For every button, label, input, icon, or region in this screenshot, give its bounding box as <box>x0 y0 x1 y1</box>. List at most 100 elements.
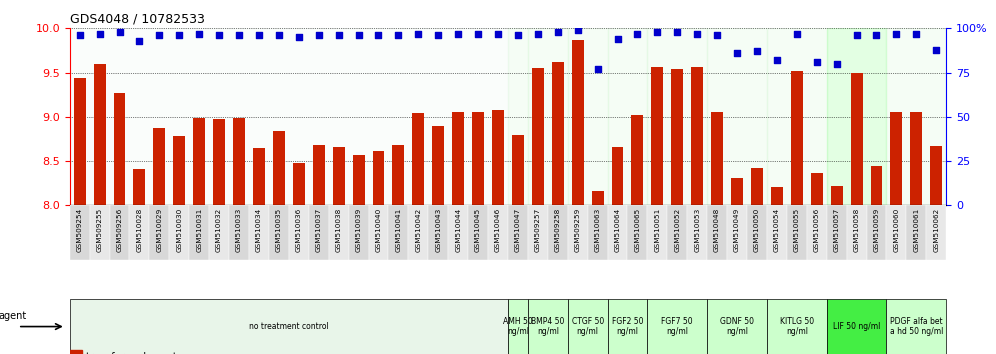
FancyBboxPatch shape <box>369 205 388 260</box>
Point <box>610 36 625 42</box>
FancyBboxPatch shape <box>926 205 946 260</box>
Text: no treatment control: no treatment control <box>249 322 329 331</box>
FancyBboxPatch shape <box>90 205 110 260</box>
Bar <box>707 28 767 205</box>
Text: KITLG 50
ng/ml: KITLG 50 ng/ml <box>780 317 814 336</box>
Bar <box>608 28 647 205</box>
Text: GSM510030: GSM510030 <box>176 208 182 252</box>
Point <box>550 29 566 35</box>
FancyBboxPatch shape <box>667 205 687 260</box>
Bar <box>711 112 723 354</box>
Point <box>709 33 725 38</box>
Bar <box>568 28 608 205</box>
FancyBboxPatch shape <box>408 205 428 260</box>
Text: CTGF 50
ng/ml: CTGF 50 ng/ml <box>572 317 604 336</box>
Point <box>928 47 944 52</box>
Bar <box>671 69 683 354</box>
Bar <box>890 112 902 354</box>
Bar <box>452 112 464 354</box>
Text: GSM510055: GSM510055 <box>794 208 800 252</box>
Bar <box>691 67 703 354</box>
Text: GSM510062: GSM510062 <box>933 208 939 252</box>
Bar <box>871 166 882 354</box>
FancyBboxPatch shape <box>886 205 906 260</box>
Point <box>908 31 924 36</box>
Point <box>171 33 187 38</box>
FancyBboxPatch shape <box>388 205 408 260</box>
Bar <box>253 148 265 354</box>
Bar <box>193 118 205 354</box>
Text: GSM510042: GSM510042 <box>415 208 421 252</box>
Bar <box>70 350 82 354</box>
Point <box>530 31 546 36</box>
Bar <box>233 118 245 354</box>
Text: GSM509254: GSM509254 <box>77 208 83 252</box>
Text: GSM510035: GSM510035 <box>276 208 282 252</box>
Point <box>92 31 108 36</box>
FancyBboxPatch shape <box>647 205 667 260</box>
FancyBboxPatch shape <box>767 299 827 354</box>
FancyBboxPatch shape <box>189 205 209 260</box>
FancyBboxPatch shape <box>707 205 727 260</box>
Text: GSM510053: GSM510053 <box>694 208 700 252</box>
Text: GDS4048 / 10782533: GDS4048 / 10782533 <box>70 13 204 26</box>
Text: GSM510045: GSM510045 <box>475 208 481 252</box>
Bar <box>592 191 604 354</box>
Point <box>112 29 127 35</box>
Text: GSM510056: GSM510056 <box>814 208 820 252</box>
FancyBboxPatch shape <box>528 299 568 354</box>
FancyBboxPatch shape <box>687 205 707 260</box>
Bar <box>751 168 763 354</box>
Text: GSM510057: GSM510057 <box>834 208 840 252</box>
Bar <box>273 131 285 354</box>
Text: GSM510046: GSM510046 <box>495 208 501 252</box>
Text: PDGF alfa bet
a hd 50 ng/ml: PDGF alfa bet a hd 50 ng/ml <box>889 317 943 336</box>
Point <box>311 33 327 38</box>
Bar <box>532 68 544 354</box>
Point <box>649 29 665 35</box>
Bar <box>731 178 743 354</box>
Point <box>470 31 486 36</box>
Bar <box>133 169 145 354</box>
Bar <box>647 28 707 205</box>
Bar <box>373 152 384 354</box>
Bar <box>651 67 663 354</box>
Text: GSM510038: GSM510038 <box>336 208 342 252</box>
Point <box>769 57 785 63</box>
FancyBboxPatch shape <box>110 205 129 260</box>
FancyBboxPatch shape <box>568 299 608 354</box>
Bar <box>333 147 345 354</box>
Bar <box>886 28 946 205</box>
Text: AMH 50
ng/ml: AMH 50 ng/ml <box>503 317 533 336</box>
Text: GSM509259: GSM509259 <box>575 208 581 252</box>
Text: transformed count: transformed count <box>86 352 176 354</box>
FancyBboxPatch shape <box>807 205 827 260</box>
FancyBboxPatch shape <box>149 205 169 260</box>
Text: GSM510044: GSM510044 <box>455 208 461 252</box>
Text: GSM510032: GSM510032 <box>216 208 222 252</box>
Point <box>251 33 267 38</box>
Point <box>151 33 167 38</box>
Point <box>629 31 645 36</box>
Bar <box>74 78 86 354</box>
Point <box>669 29 685 35</box>
Point <box>231 33 247 38</box>
Bar <box>851 73 863 354</box>
Bar <box>508 28 528 205</box>
Point <box>570 27 586 33</box>
FancyBboxPatch shape <box>448 205 468 260</box>
Point <box>450 31 466 36</box>
Bar <box>512 135 524 354</box>
Bar <box>771 187 783 354</box>
Point <box>789 31 805 36</box>
FancyBboxPatch shape <box>847 205 867 260</box>
Point <box>829 61 845 67</box>
FancyBboxPatch shape <box>169 205 189 260</box>
FancyBboxPatch shape <box>249 205 269 260</box>
Text: GSM510034: GSM510034 <box>256 208 262 252</box>
Point <box>211 33 227 38</box>
Text: GSM510065: GSM510065 <box>634 208 640 252</box>
FancyBboxPatch shape <box>548 205 568 260</box>
Text: BMP4 50
ng/ml: BMP4 50 ng/ml <box>531 317 565 336</box>
Text: GSM510063: GSM510063 <box>595 208 601 252</box>
